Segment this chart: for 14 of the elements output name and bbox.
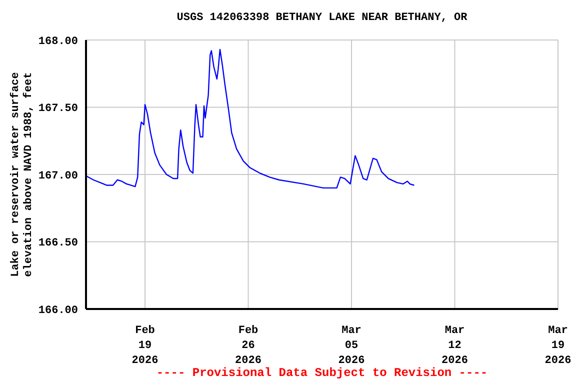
text: ---- Provisional Data Subject to Revision ----: [155, 366, 489, 380]
y-tick-label: 166.00: [38, 304, 78, 317]
y-tick-label: 168.00: [38, 36, 78, 48]
chart-title: USGS 142063398 BETHANY LAKE NEAR BETHANY, OR: [176, 12, 468, 24]
x-tick-label: Feb 26 2026: [235, 325, 262, 367]
line-series: [86, 48, 415, 189]
x-tick-label: Mar 05 2026: [338, 325, 365, 367]
y-tick-label: 167.00: [38, 170, 78, 182]
y-axis-title: Lake or reservoir water surface elevation above NAVD 1988, feet: [9, 72, 35, 277]
x-tick-label: Feb 19 2026: [132, 325, 158, 367]
y-tick-label: 166.50: [38, 238, 78, 250]
y-tick-label: 167.50: [38, 103, 78, 116]
x-tick-label: Mar 19 2026: [544, 325, 572, 367]
x-tick-label: Mar 12 2026: [442, 325, 468, 367]
